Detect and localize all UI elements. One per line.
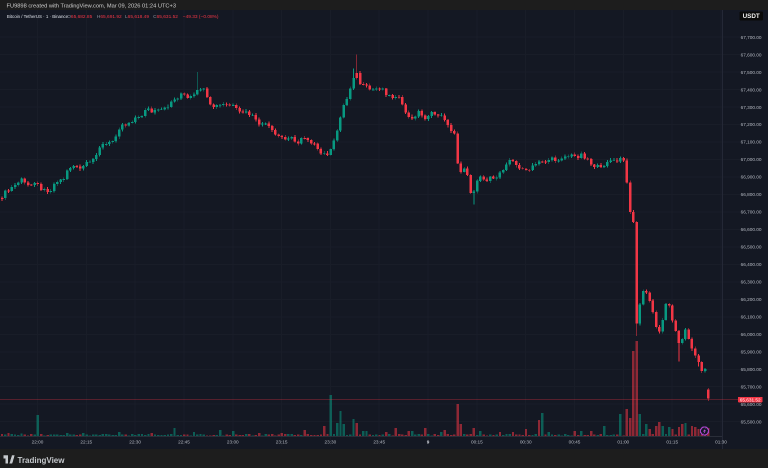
svg-text:22:15: 22:15 bbox=[80, 439, 92, 444]
svg-text:23:30: 23:30 bbox=[325, 439, 337, 444]
svg-text:23:00: 23:00 bbox=[227, 439, 239, 444]
svg-text:67,400.00: 67,400.00 bbox=[741, 87, 762, 92]
svg-text:65,631.52: 65,631.52 bbox=[740, 397, 761, 402]
svg-text:22:30: 22:30 bbox=[129, 439, 141, 444]
svg-text:67,100.00: 67,100.00 bbox=[741, 140, 762, 145]
svg-text:65,500.00: 65,500.00 bbox=[741, 419, 762, 424]
svg-text:22:00: 22:00 bbox=[32, 439, 44, 444]
svg-text:23:45: 23:45 bbox=[373, 439, 385, 444]
svg-text:66,800.00: 66,800.00 bbox=[741, 192, 762, 197]
svg-text:Bitcoin / TetherUS · 1 · Binan: Bitcoin / TetherUS · 1 · Binance bbox=[7, 14, 69, 19]
svg-text:66,100.00: 66,100.00 bbox=[741, 315, 762, 320]
svg-text:65,900.00: 65,900.00 bbox=[741, 350, 762, 355]
svg-text:01:30: 01:30 bbox=[715, 439, 727, 444]
svg-text:FU9898 created with TradingVie: FU9898 created with TradingView.com, Mar… bbox=[7, 3, 177, 9]
svg-text:66,200.00: 66,200.00 bbox=[741, 297, 762, 302]
svg-text:00:30: 00:30 bbox=[520, 439, 532, 444]
svg-text:66,700.00: 66,700.00 bbox=[741, 210, 762, 215]
svg-text:66,400.00: 66,400.00 bbox=[741, 262, 762, 267]
svg-text:67,200.00: 67,200.00 bbox=[741, 122, 762, 127]
svg-text:23:15: 23:15 bbox=[276, 439, 288, 444]
svg-text:66,900.00: 66,900.00 bbox=[741, 175, 762, 180]
svg-text:USDT: USDT bbox=[743, 13, 760, 20]
svg-text:67,700.00: 67,700.00 bbox=[741, 35, 762, 40]
svg-text:00:45: 00:45 bbox=[569, 439, 581, 444]
svg-text:66,600.00: 66,600.00 bbox=[741, 227, 762, 232]
svg-text:65,700.00: 65,700.00 bbox=[741, 384, 762, 389]
svg-text:00:15: 00:15 bbox=[471, 439, 483, 444]
svg-text:65,800.00: 65,800.00 bbox=[741, 367, 762, 372]
svg-text:67,300.00: 67,300.00 bbox=[741, 105, 762, 110]
svg-text:01:00: 01:00 bbox=[617, 439, 629, 444]
svg-text:01:15: 01:15 bbox=[666, 439, 678, 444]
svg-text:66,300.00: 66,300.00 bbox=[741, 280, 762, 285]
svg-text:66,000.00: 66,000.00 bbox=[741, 332, 762, 337]
svg-text:66,500.00: 66,500.00 bbox=[741, 245, 762, 250]
svg-text:TradingView: TradingView bbox=[18, 456, 66, 465]
svg-text:67,000.00: 67,000.00 bbox=[741, 157, 762, 162]
svg-text:67,600.00: 67,600.00 bbox=[741, 52, 762, 57]
svg-text:22:45: 22:45 bbox=[178, 439, 190, 444]
svg-text:65,600.00: 65,600.00 bbox=[741, 402, 762, 407]
svg-text:67,500.00: 67,500.00 bbox=[741, 70, 762, 75]
svg-text:9: 9 bbox=[427, 439, 430, 444]
